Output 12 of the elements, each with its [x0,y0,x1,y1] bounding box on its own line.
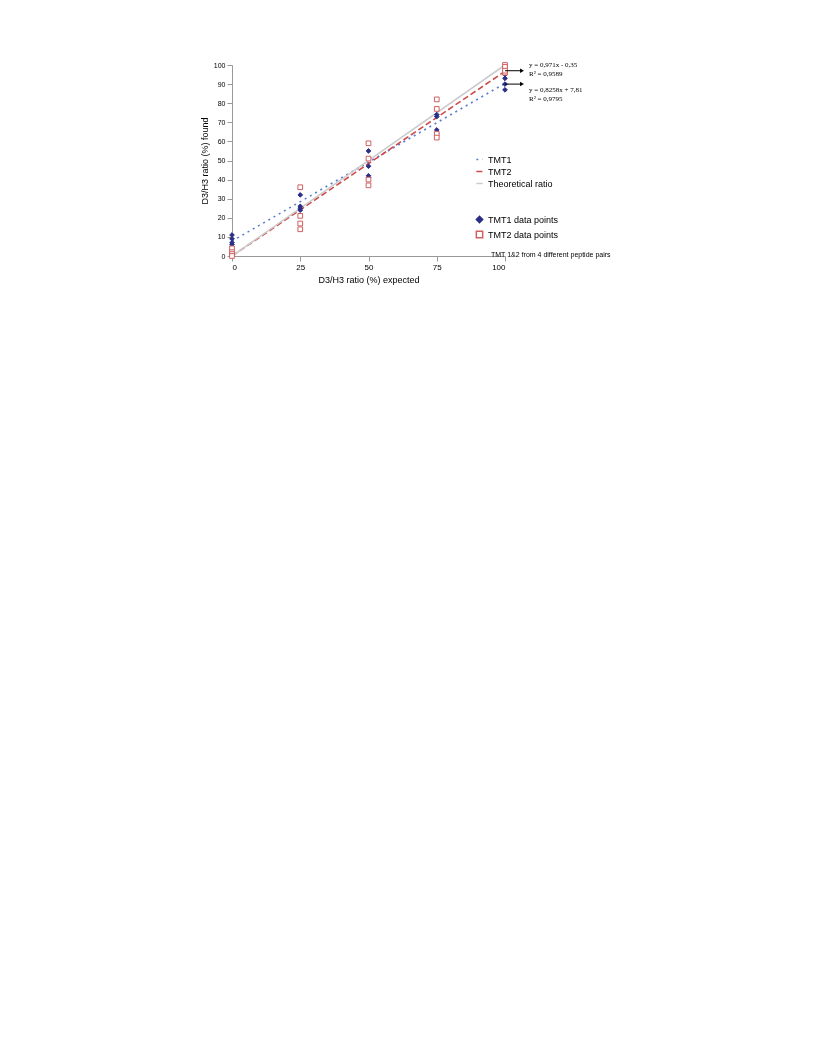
legend-label: TMT1 data points [488,214,559,225]
legend-label: TMT2 [488,166,512,177]
y-axis-title: D3/H3 ratio (%) found [199,117,210,205]
legend-label: TMT2 data points [488,229,559,240]
x-tick-label: 100 [492,262,507,272]
legend-label: Theoretical ratio [488,178,553,189]
x-axis-title: D3/H3 ratio (%) expected [318,274,420,285]
legend-label: TMT1 [488,154,512,165]
x-tick-label: 25 [296,262,306,272]
x-tick-label: 50 [364,262,374,272]
x-tick-label: 75 [432,262,443,272]
x-tick-label: 0 [232,262,238,272]
